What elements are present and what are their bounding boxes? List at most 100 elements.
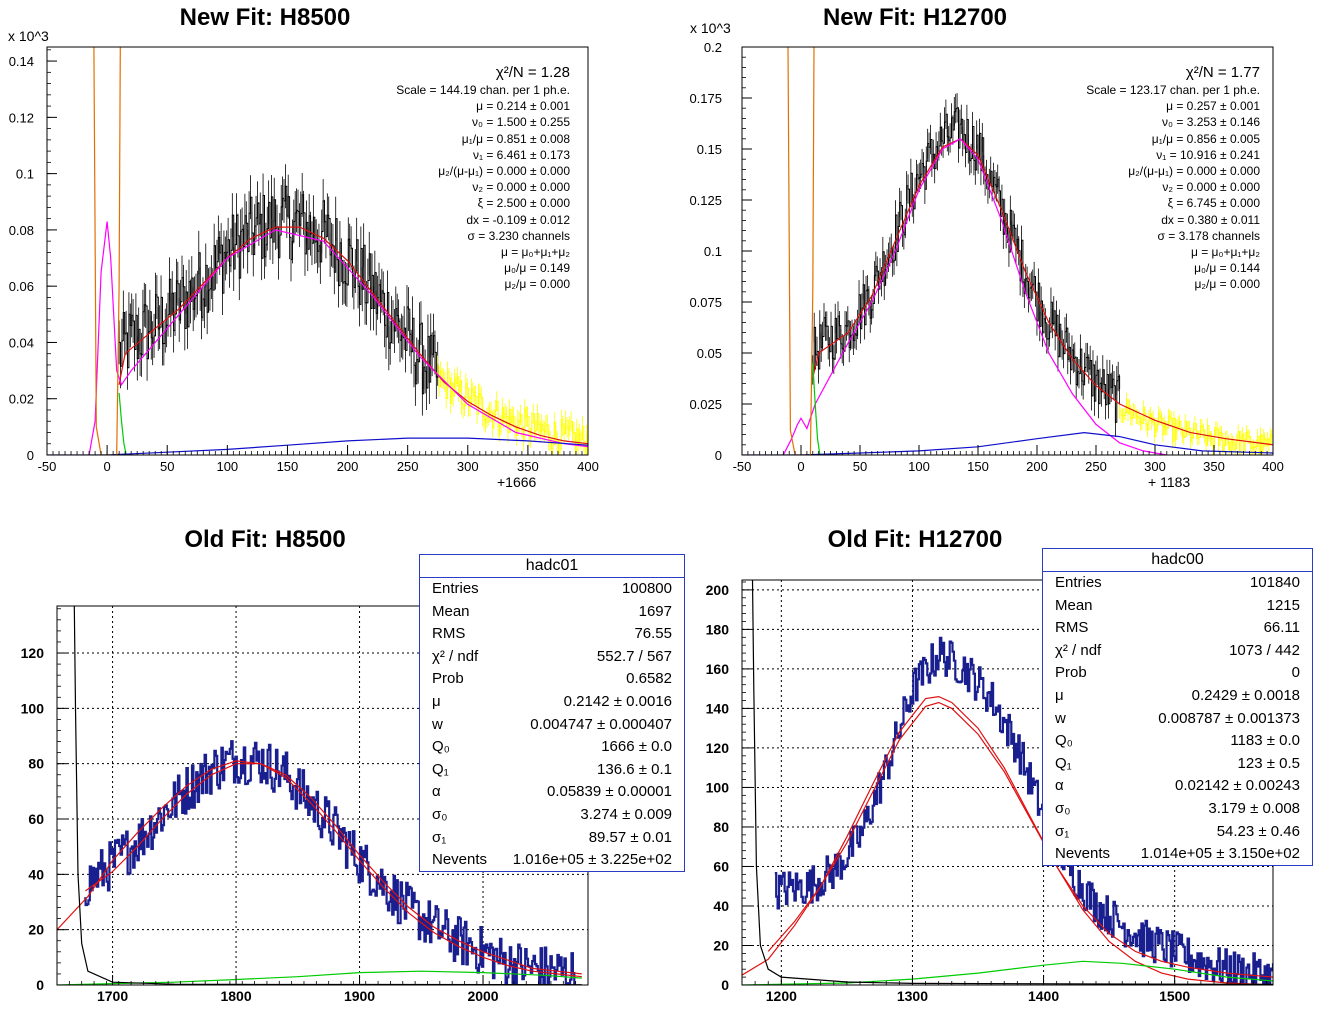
y-tick-label: 0.2: [704, 40, 722, 55]
title-tl: New Fit: H8500: [179, 4, 351, 31]
stat-value: 54.23 ± 0.46: [1216, 822, 1300, 840]
stat-value: 0.6582: [626, 670, 672, 688]
stats-box-br: hadc00 Entries 101840 Mean 1215 RMS 66.11 χ² /…: [1042, 548, 1313, 866]
y-tick-label: 200: [706, 582, 730, 598]
fit-params-tr: χ²/N = 1.77 Scale = 123.17 chan. per 1 p…: [1050, 64, 1260, 293]
x-tick-label: 1300: [897, 988, 928, 1004]
y-tick-label: 80: [713, 819, 729, 835]
x-tick-label: 250: [397, 459, 419, 474]
y-tick-label: 160: [706, 661, 730, 677]
y-tick-label: 0.05: [697, 346, 722, 361]
fit-curve: [787, 47, 815, 455]
bl-stat-row: μ 0.2142 ± 0.0016: [420, 691, 684, 714]
stat-label: RMS: [1055, 619, 1089, 637]
y-tick-label: 0.04: [9, 335, 34, 350]
tr-param-row: μ = 0.257 ± 0.001: [1166, 99, 1260, 114]
stat-value: 76.55: [634, 625, 672, 643]
x-tick-label: 1700: [97, 988, 128, 1004]
title-bl: Old Fit: H8500: [184, 526, 346, 553]
bl-stat-row: Entries 100800: [420, 578, 684, 601]
y-tick-label: 0.075: [689, 295, 722, 310]
tr-param-row: ν₀ = 3.253 ± 0.146: [1162, 115, 1260, 130]
stats-name-br: hadc00: [1043, 549, 1312, 572]
br-stat-row: χ² / ndf 1073 / 442: [1043, 640, 1312, 663]
stat-value: 0: [1291, 664, 1300, 682]
stat-value: 0.05839 ± 0.00001: [546, 783, 672, 801]
stat-label: Prob: [432, 670, 464, 688]
stat-label: Q₀: [432, 738, 450, 756]
tl-param-row: μ₂/μ = 0.000: [504, 277, 570, 292]
tr-param-row: ν₂ = 0.000 ± 0.000: [1162, 180, 1260, 195]
stat-label: σ₁: [1055, 822, 1070, 840]
stat-value: 1183 ± 0.0: [1230, 732, 1300, 750]
br-stat-row: RMS 66.11: [1043, 617, 1312, 640]
stat-label: Nevents: [432, 851, 488, 869]
bl-stat-row: χ² / ndf 552.7 / 567: [420, 646, 684, 669]
bl-stat-row: σ₀ 3.274 ± 0.009: [420, 804, 684, 827]
data-histogram: [84, 740, 576, 985]
stat-label: α: [432, 783, 441, 801]
br-stat-row: Prob 0: [1043, 662, 1312, 685]
x-tick-label: 400: [1262, 459, 1284, 474]
stat-value: 3.179 ± 0.008: [1208, 799, 1300, 817]
y-tick-label: 0.025: [689, 397, 722, 412]
tl-param-row: μ₁/μ = 0.851 ± 0.008: [461, 131, 570, 146]
br-stat-row: σ₀ 3.179 ± 0.008: [1043, 798, 1312, 821]
stat-label: Q₁: [432, 760, 449, 778]
stat-value: 123 ± 0.5: [1237, 754, 1300, 772]
stat-value: 101840: [1249, 574, 1300, 591]
y-tick-label: 0: [715, 448, 722, 463]
y-tick-label: 0.125: [689, 193, 722, 208]
fit-curve: [88, 221, 588, 455]
fit-curve: [73, 606, 582, 985]
stat-label: Q₁: [1055, 754, 1072, 772]
fit-curve: [812, 363, 821, 455]
stat-value: 100800: [621, 580, 672, 597]
tr-param-row: μ₀/μ = 0.144: [1194, 261, 1260, 276]
stat-label: Entries: [1055, 574, 1102, 591]
series-group: [742, 47, 1273, 455]
bl-stat-row: σ₁ 89.57 ± 0.01: [420, 827, 684, 850]
fit-curve: [742, 960, 1273, 985]
stat-label: w: [1055, 709, 1066, 727]
x-tick-label: -50: [733, 459, 752, 474]
y-tick-label: 20: [28, 922, 44, 938]
tl-param-row: μ₀/μ = 0.149: [504, 261, 570, 276]
title-br: Old Fit: H12700: [827, 526, 1003, 553]
y-tick-label: 100: [706, 779, 730, 795]
stat-value: 1215: [1266, 596, 1300, 614]
x-tick-label: 2000: [467, 988, 498, 1004]
x-tick-label: 250: [1085, 459, 1107, 474]
stats-name-bl: hadc01: [420, 555, 684, 578]
bl-stat-row: α 0.05839 ± 0.00001: [420, 781, 684, 804]
y-tick-label: 40: [713, 898, 729, 914]
y-tick-label: 120: [21, 645, 45, 661]
br-stat-row: Nevents 1.014e+05 ± 3.150e+02: [1043, 843, 1312, 866]
x-offset-tr: + 1183: [1148, 474, 1191, 490]
x-tick-label: 300: [1144, 459, 1166, 474]
tr-param-row: μ = μ₀+μ₁+μ₂: [1190, 245, 1260, 260]
y-tick-label: 0.15: [697, 142, 722, 157]
br-stat-row: σ₁ 54.23 ± 0.46: [1043, 821, 1312, 844]
chart-tr: -50 0 50 100 150 200 250 300 350 400 0 0.025 0.05 0.0…: [689, 40, 1283, 474]
fit-curve: [782, 138, 1167, 455]
tr-param-row: σ = 3.178 channels: [1157, 228, 1260, 243]
stat-value: 1073 / 442: [1229, 641, 1300, 659]
y-tick-label: 100: [21, 700, 45, 716]
x-tick-label: 1400: [1028, 988, 1059, 1004]
fit-params-tl: χ²/N = 1.28 Scale = 144.19 chan. per 1 p…: [360, 64, 570, 293]
chart-bl: 1700 1800 1900 2000 0 20 40 60 80 100 120: [21, 605, 589, 1004]
stat-label: Prob: [1055, 664, 1087, 682]
fit-curve: [118, 393, 127, 455]
y-tick-label: 60: [28, 811, 44, 827]
x-tick-label: 50: [160, 459, 174, 474]
chi2-tr: χ²/N = 1.77: [1185, 64, 1260, 81]
stat-value: 1697: [638, 602, 672, 620]
chi2-tl: χ²/N = 1.28: [495, 64, 570, 81]
y-tick-label: 180: [706, 621, 730, 637]
x-tick-label: 150: [277, 459, 299, 474]
bl-stat-row: Q₀ 1666 ± 0.0: [420, 736, 684, 759]
y-tick-label: 40: [28, 866, 44, 882]
fit-curve: [742, 431, 1273, 455]
